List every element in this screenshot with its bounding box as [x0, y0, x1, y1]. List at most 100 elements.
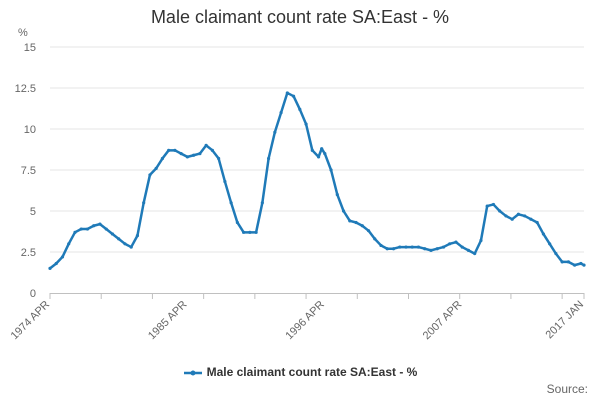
- data-point[interactable]: [404, 245, 408, 249]
- data-point[interactable]: [285, 91, 289, 95]
- data-point[interactable]: [210, 148, 214, 152]
- data-point[interactable]: [273, 130, 277, 134]
- data-point[interactable]: [323, 152, 327, 156]
- data-point[interactable]: [185, 155, 190, 159]
- data-point[interactable]: [560, 260, 564, 264]
- data-point[interactable]: [498, 209, 502, 213]
- data-point[interactable]: [460, 245, 464, 249]
- data-point[interactable]: [291, 94, 296, 98]
- data-point[interactable]: [79, 227, 83, 231]
- data-point[interactable]: [242, 230, 246, 234]
- data-point[interactable]: [448, 242, 452, 246]
- data-point[interactable]: [360, 224, 364, 228]
- data-point[interactable]: [192, 153, 196, 157]
- data-point[interactable]: [204, 143, 208, 147]
- data-point[interactable]: [229, 201, 233, 205]
- data-point[interactable]: [385, 247, 389, 251]
- data-point[interactable]: [254, 230, 258, 234]
- data-point[interactable]: [154, 166, 158, 170]
- data-point[interactable]: [260, 201, 264, 205]
- data-point[interactable]: [423, 247, 427, 251]
- data-point[interactable]: [579, 261, 583, 266]
- data-point[interactable]: [410, 245, 414, 249]
- data-point[interactable]: [354, 220, 358, 225]
- data-point[interactable]: [435, 247, 439, 251]
- data-point[interactable]: [541, 232, 546, 236]
- data-point[interactable]: [310, 148, 314, 152]
- data-point[interactable]: [429, 248, 433, 252]
- data-point[interactable]: [173, 148, 177, 152]
- data-point[interactable]: [54, 261, 58, 266]
- data-point[interactable]: [573, 263, 577, 267]
- data-point[interactable]: [48, 266, 52, 270]
- data-point[interactable]: [92, 224, 96, 228]
- data-point[interactable]: [85, 227, 90, 231]
- data-point[interactable]: [391, 247, 396, 251]
- series-line: [49, 91, 585, 270]
- data-point[interactable]: [341, 209, 346, 213]
- data-point[interactable]: [60, 255, 65, 259]
- data-point[interactable]: [479, 238, 483, 243]
- data-point[interactable]: [123, 242, 127, 246]
- y-tick-label: 2.5: [21, 247, 36, 259]
- data-point[interactable]: [485, 204, 489, 208]
- data-point[interactable]: [373, 237, 377, 241]
- data-point[interactable]: [110, 232, 115, 236]
- data-point[interactable]: [104, 227, 108, 231]
- data-point[interactable]: [523, 214, 527, 218]
- data-point[interactable]: [335, 193, 339, 197]
- data-point[interactable]: [554, 252, 558, 256]
- data-point[interactable]: [398, 245, 402, 249]
- data-point[interactable]: [316, 155, 321, 159]
- data-point[interactable]: [148, 173, 152, 177]
- data-point[interactable]: [348, 219, 352, 223]
- data-point[interactable]: [454, 240, 458, 244]
- data-point[interactable]: [441, 245, 446, 249]
- legend-label: Male claimant count rate SA:East - %: [206, 365, 418, 379]
- data-point[interactable]: [217, 156, 221, 161]
- data-point[interactable]: [223, 179, 227, 184]
- data-point[interactable]: [529, 217, 533, 221]
- data-point[interactable]: [198, 152, 202, 156]
- y-tick-label: 15: [24, 42, 36, 54]
- y-axis-unit-label: %: [18, 27, 28, 39]
- legend-swatch-icon: [183, 370, 202, 376]
- data-point[interactable]: [142, 201, 146, 205]
- data-point[interactable]: [582, 263, 586, 267]
- data-point[interactable]: [510, 217, 514, 221]
- data-point[interactable]: [167, 148, 171, 152]
- data-point[interactable]: [566, 260, 570, 264]
- data-point[interactable]: [366, 229, 371, 233]
- data-point[interactable]: [279, 111, 283, 115]
- data-point[interactable]: [266, 156, 271, 161]
- data-point[interactable]: [320, 147, 324, 151]
- data-point[interactable]: [67, 242, 71, 246]
- data-point[interactable]: [298, 107, 302, 111]
- y-tick-label: 0: [30, 288, 36, 300]
- data-point[interactable]: [504, 214, 508, 218]
- data-point[interactable]: [304, 122, 308, 126]
- data-point[interactable]: [248, 230, 252, 234]
- data-point[interactable]: [129, 245, 133, 249]
- data-point[interactable]: [98, 222, 102, 226]
- data-point[interactable]: [73, 230, 77, 234]
- data-point[interactable]: [416, 245, 421, 249]
- data-point[interactable]: [117, 237, 121, 241]
- y-tick-label: 5: [30, 206, 36, 218]
- chart-title: Male claimant count rate SA:East - %: [150, 7, 450, 27]
- x-tick-label: 2007 APR: [421, 299, 465, 343]
- data-point[interactable]: [329, 168, 333, 172]
- data-point[interactable]: [548, 242, 552, 246]
- data-point[interactable]: [473, 252, 477, 256]
- data-point[interactable]: [466, 248, 471, 252]
- data-point[interactable]: [179, 152, 183, 156]
- data-point[interactable]: [235, 220, 239, 225]
- legend[interactable]: Male claimant count rate SA:East - %: [0, 365, 600, 379]
- data-point[interactable]: [535, 220, 539, 225]
- data-point[interactable]: [135, 234, 140, 238]
- data-point[interactable]: [160, 156, 165, 161]
- data-point[interactable]: [516, 212, 521, 216]
- data-point[interactable]: [491, 202, 496, 207]
- data-point[interactable]: [379, 243, 383, 248]
